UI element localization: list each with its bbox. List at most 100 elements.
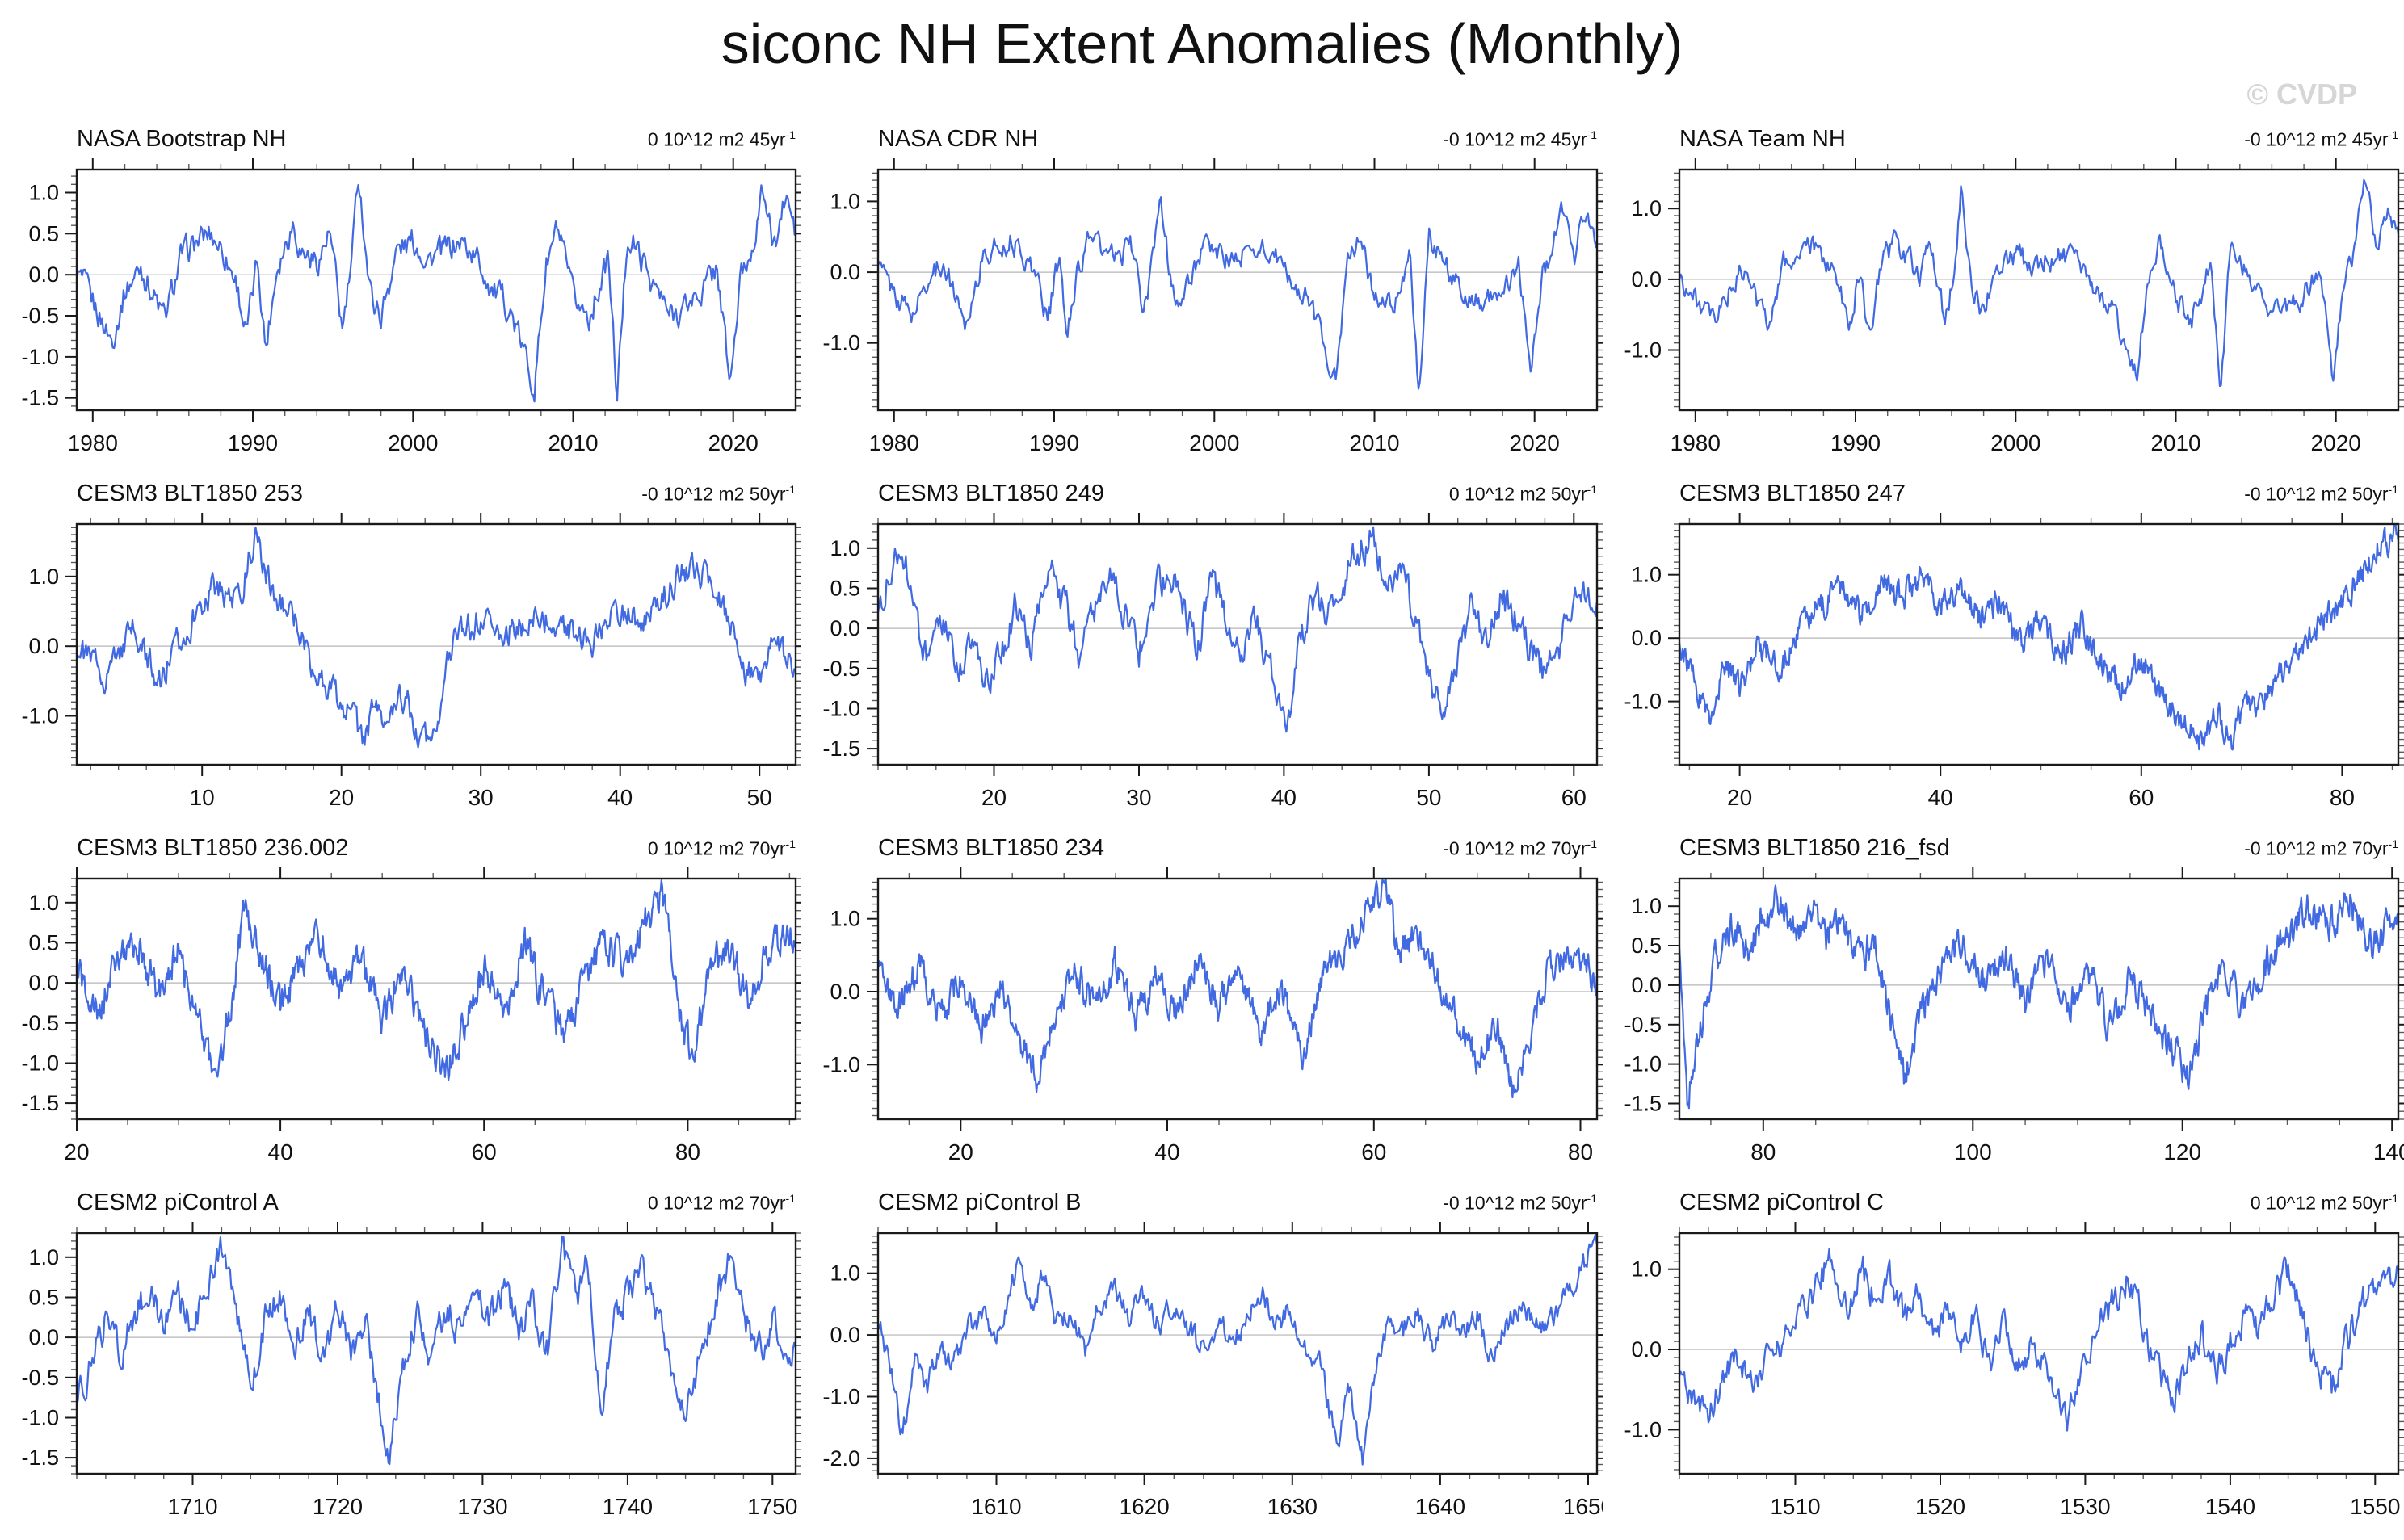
trend-annotation: -0 10^12 m2 70yr-1 — [2244, 837, 2398, 859]
panel-nasa-cdr-nh: NASA CDR NH -0 10^12 m2 45yr-1 1980 1990 2… — [801, 121, 1603, 476]
panel-title: CESM3 BLT1850 247 — [1679, 480, 1906, 506]
svg-text:10: 10 — [190, 785, 215, 810]
svg-text:-1.0: -1.0 — [822, 697, 860, 721]
svg-text:-0.5: -0.5 — [21, 1011, 59, 1035]
svg-text:80: 80 — [1750, 1139, 1776, 1164]
svg-text:30: 30 — [1126, 785, 1151, 810]
trend-annotation: -0 10^12 m2 50yr-1 — [641, 483, 796, 505]
svg-text:1750: 1750 — [747, 1494, 797, 1519]
svg-text:0.5: 0.5 — [28, 221, 59, 245]
trend-annotation: 0 10^12 m2 50yr-1 — [2250, 1192, 2398, 1214]
svg-text:1520: 1520 — [1915, 1494, 1965, 1519]
svg-text:1.0: 1.0 — [1631, 1257, 1662, 1282]
svg-text:1640: 1640 — [1415, 1494, 1465, 1519]
trend-annotation: -0 10^12 m2 50yr-1 — [2244, 483, 2398, 505]
svg-text:0.0: 0.0 — [1631, 626, 1662, 650]
panel-cesm2-picontrol-b: CESM2 piControl B -0 10^12 m2 50yr-1 161… — [801, 1185, 1603, 1539]
panel-title: CESM3 BLT1850 216_fsd — [1679, 835, 1950, 861]
panel-header: NASA CDR NH -0 10^12 m2 45yr-1 — [878, 126, 1597, 153]
svg-text:-1.0: -1.0 — [1624, 1417, 1662, 1441]
panel-header: NASA Team NH -0 10^12 m2 45yr-1 — [1679, 126, 2398, 153]
svg-text:60: 60 — [1561, 785, 1587, 810]
svg-text:2000: 2000 — [1189, 430, 1239, 455]
svg-text:40: 40 — [268, 1139, 293, 1164]
panel-cesm3-blt1850-247: CESM3 BLT1850 247 -0 10^12 m2 50yr-1 20 4… — [1603, 476, 2404, 830]
svg-text:20: 20 — [948, 1139, 973, 1164]
svg-text:2010: 2010 — [2150, 430, 2200, 455]
svg-text:0.0: 0.0 — [830, 1323, 860, 1347]
svg-text:1650: 1650 — [1563, 1494, 1603, 1519]
panel-header: CESM3 BLT1850 234 -0 10^12 m2 70yr-1 — [878, 835, 1597, 862]
svg-text:1.0: 1.0 — [1631, 563, 1662, 587]
svg-text:0.0: 0.0 — [830, 980, 860, 1004]
svg-text:0.0: 0.0 — [1631, 267, 1662, 292]
panel-header: CESM3 BLT1850 247 -0 10^12 m2 50yr-1 — [1679, 480, 2398, 507]
svg-text:100: 100 — [1954, 1139, 1992, 1164]
plot-canvas: 10 20 30 40 50 1.0 0.0 -1.0 — [21, 513, 801, 810]
svg-text:1530: 1530 — [2060, 1494, 2110, 1519]
svg-text:40: 40 — [607, 785, 633, 810]
svg-text:-1.5: -1.5 — [21, 1091, 59, 1115]
svg-text:2010: 2010 — [548, 430, 598, 455]
panel-grid: NASA Bootstrap NH 0 10^12 m2 45yr-1 1980… — [0, 121, 2404, 1539]
svg-text:0.0: 0.0 — [28, 634, 59, 658]
trend-annotation: 0 10^12 m2 50yr-1 — [1448, 483, 1597, 505]
svg-text:1980: 1980 — [869, 430, 919, 455]
svg-text:1740: 1740 — [603, 1494, 653, 1519]
svg-text:0.5: 0.5 — [28, 931, 59, 955]
trend-annotation: -0 10^12 m2 45yr-1 — [1443, 128, 1597, 150]
panel-nasa-bootstrap-nh: NASA Bootstrap NH 0 10^12 m2 45yr-1 1980… — [0, 121, 801, 476]
cvdp-watermark: © CVDP — [2246, 78, 2357, 111]
trend-annotation: -0 10^12 m2 45yr-1 — [2244, 128, 2398, 150]
svg-text:-1.0: -1.0 — [1624, 690, 1662, 714]
plot-canvas: 1510 1520 1530 1540 1550 1.0 0.0 -1.0 — [1624, 1222, 2404, 1519]
svg-text:0.0: 0.0 — [28, 971, 59, 995]
panel-cesm3-blt1850-249: CESM3 BLT1850 249 0 10^12 m2 50yr-1 20 30… — [801, 476, 1603, 830]
panel-title: CESM3 BLT1850 249 — [878, 480, 1104, 506]
svg-text:0.0: 0.0 — [28, 262, 59, 287]
svg-text:20: 20 — [64, 1139, 89, 1164]
panel-title: CESM2 piControl A — [77, 1190, 279, 1215]
panel-header: CESM3 BLT1850 253 -0 10^12 m2 50yr-1 — [77, 480, 796, 507]
trend-annotation: -0 10^12 m2 50yr-1 — [1443, 1192, 1597, 1214]
panel-cesm2-picontrol-c: CESM2 piControl C 0 10^12 m2 50yr-1 1510… — [1603, 1185, 2404, 1539]
trend-annotation: 0 10^12 m2 70yr-1 — [647, 837, 796, 859]
svg-text:-1.0: -1.0 — [822, 1385, 860, 1409]
svg-text:40: 40 — [1154, 1139, 1179, 1164]
panel-cesm3-blt1850-236-002: CESM3 BLT1850 236.002 0 10^12 m2 70yr-1 … — [0, 830, 801, 1185]
svg-text:-0.5: -0.5 — [21, 1366, 59, 1390]
svg-text:2020: 2020 — [2311, 430, 2361, 455]
panel-title: CESM2 piControl C — [1679, 1190, 1885, 1215]
panel-cesm2-picontrol-a: CESM2 piControl A 0 10^12 m2 70yr-1 1710… — [0, 1185, 801, 1539]
svg-text:0.5: 0.5 — [1631, 934, 1662, 958]
svg-text:60: 60 — [2129, 785, 2154, 810]
panel-title: CESM2 piControl B — [878, 1190, 1082, 1215]
svg-text:-1.5: -1.5 — [21, 1446, 59, 1470]
plot-canvas: 80 100 120 140 1.0 0.5 0.0 -0.5 -1.0 -1.5 — [1624, 867, 2404, 1164]
svg-text:-1.0: -1.0 — [21, 345, 59, 369]
svg-text:-1.5: -1.5 — [822, 736, 860, 761]
trend-annotation: 0 10^12 m2 70yr-1 — [647, 1192, 796, 1214]
svg-text:-1.0: -1.0 — [21, 1051, 59, 1076]
svg-text:1630: 1630 — [1267, 1494, 1318, 1519]
svg-text:0.5: 0.5 — [830, 577, 860, 601]
svg-text:-0.5: -0.5 — [21, 304, 59, 328]
svg-text:-1.0: -1.0 — [21, 704, 59, 728]
svg-text:1540: 1540 — [2205, 1494, 2255, 1519]
svg-text:0.0: 0.0 — [830, 616, 860, 640]
svg-text:80: 80 — [1568, 1139, 1593, 1164]
svg-text:1990: 1990 — [1029, 430, 1079, 455]
plot-canvas: 1710 1720 1730 1740 1750 1.0 0.5 0.0 -0.5 -1.0 -1.… — [21, 1222, 801, 1519]
svg-text:1510: 1510 — [1770, 1494, 1820, 1519]
svg-text:140: 140 — [2373, 1139, 2404, 1164]
svg-text:1720: 1720 — [313, 1494, 363, 1519]
svg-text:0.0: 0.0 — [830, 260, 860, 284]
panel-cesm3-blt1850-216-fsd: CESM3 BLT1850 216_fsd -0 10^12 m2 70yr-1… — [1603, 830, 2404, 1185]
svg-text:0.0: 0.0 — [1631, 1337, 1662, 1362]
svg-text:30: 30 — [469, 785, 494, 810]
svg-text:1.0: 1.0 — [28, 181, 59, 205]
svg-text:50: 50 — [1416, 785, 1441, 810]
plot-canvas: 20 30 40 50 60 1.0 0.5 0.0 -0.5 -1.0 -1.5 — [822, 513, 1603, 810]
svg-text:1.0: 1.0 — [830, 1261, 860, 1286]
panel-header: NASA Bootstrap NH 0 10^12 m2 45yr-1 — [77, 126, 796, 153]
